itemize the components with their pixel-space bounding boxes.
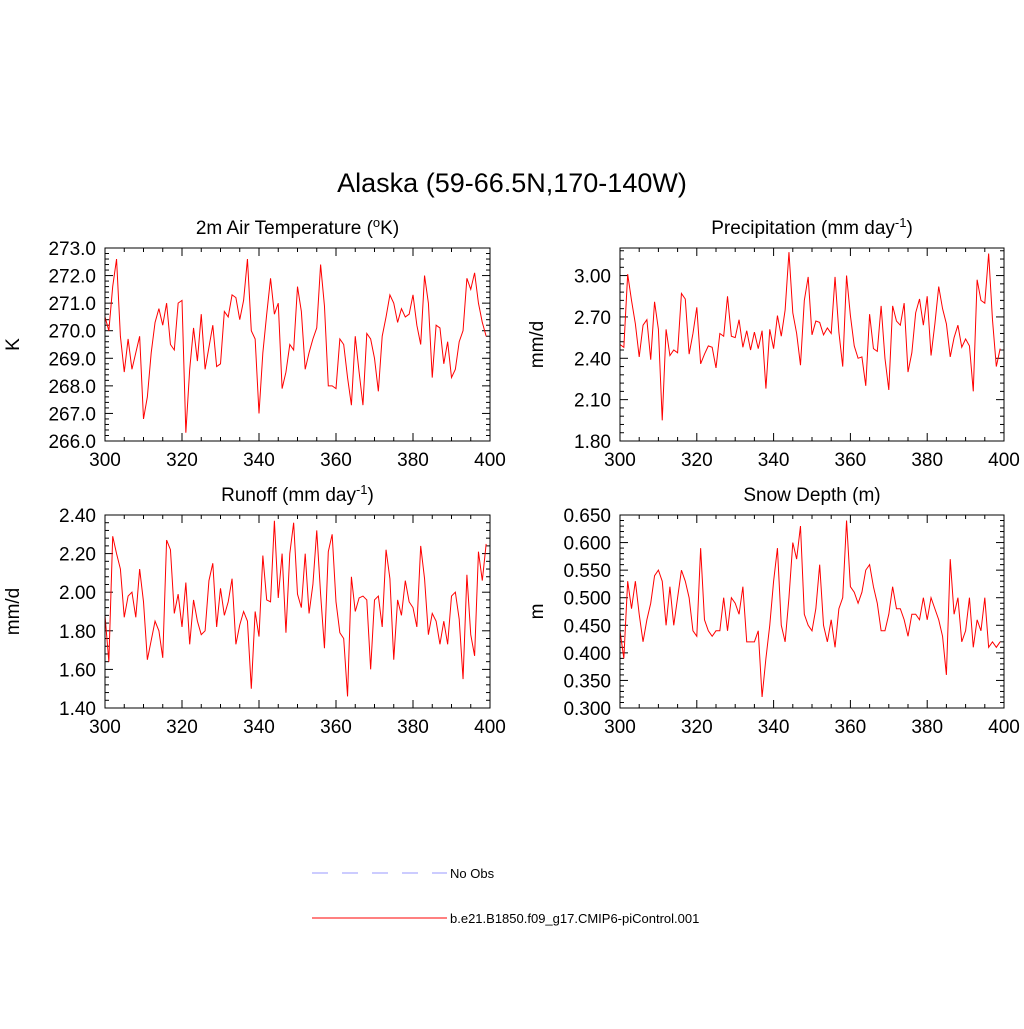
panel-4: Snow Depth (m) m 300 320 340 360 380 400 0.300 0.… — [527, 485, 1020, 738]
legend-label: b.e21.B1850.f09_g17.CMIP6-piControl.001 — [450, 911, 699, 926]
legend-item: No Obs — [312, 866, 495, 881]
y-tick-label: 1.80 — [574, 432, 611, 453]
x-tick-label: 340 — [758, 450, 790, 471]
y-tick-label: 3.00 — [574, 267, 611, 288]
y-tick-label: 273.0 — [48, 239, 96, 260]
plot-frame — [619, 247, 1005, 442]
x-tick-label: 340 — [243, 717, 275, 738]
x-tick-label: 320 — [681, 717, 713, 738]
y-tick-label: 268.0 — [48, 377, 96, 398]
x-tick-label: 320 — [166, 450, 198, 471]
legend: No Obs b.e21.B1850.f09_g17.CMIP6-piContro… — [312, 866, 699, 926]
legend-item: b.e21.B1850.f09_g17.CMIP6-piControl.001 — [312, 911, 699, 926]
x-tick-label: 400 — [988, 450, 1020, 471]
y-axis-label: mm/d — [3, 588, 24, 636]
panels: 2m Air Temperature (oK) K 300 320 340 360 380 4… — [3, 215, 1020, 738]
panel-1: 2m Air Temperature (oK) K 300 320 340 360 380 4… — [3, 215, 506, 471]
x-tick-label: 340 — [758, 717, 790, 738]
panel-title-suffix: ) — [368, 485, 374, 506]
x-tick-label: 400 — [474, 450, 506, 471]
panel-title-main: Runoff (mm day — [221, 485, 356, 506]
y-tick-label: 1.40 — [59, 699, 96, 720]
panel-title-superscript: -1 — [895, 215, 907, 230]
panel-2: Precipitation (mm day-1) mm/d 300 320 340 360… — [527, 215, 1020, 471]
y-tick-label: 267.0 — [48, 404, 96, 425]
y-tick-label: 1.80 — [59, 622, 96, 643]
panel-title-suffix: ) — [906, 218, 912, 239]
y-tick-label: 2.70 — [574, 308, 611, 329]
y-tick-label: 2.10 — [574, 391, 611, 412]
x-tick-label: 320 — [166, 717, 198, 738]
panel-title: Precipitation (mm day-1) — [711, 215, 913, 239]
x-tick-label: 400 — [474, 717, 506, 738]
panel-title-main: 2m Air Temperature ( — [196, 218, 374, 239]
y-tick-label: 0.400 — [563, 644, 611, 665]
y-tick-label: 0.550 — [563, 561, 611, 582]
y-tick-label: 2.00 — [59, 583, 96, 604]
x-tick-label: 300 — [89, 717, 121, 738]
x-tick-label: 300 — [604, 450, 636, 471]
series-line — [104, 258, 487, 433]
y-tick-label: 2.40 — [59, 506, 96, 527]
x-tick-label: 380 — [911, 450, 943, 471]
plot-frame — [619, 514, 1005, 709]
figure-title: Alaska (59-66.5N,170-140W) — [337, 168, 687, 198]
panel-3: Runoff (mm day-1) mm/d 300 320 340 360 380 400 1… — [3, 482, 506, 738]
series-line — [619, 520, 1001, 698]
x-tick-label: 380 — [911, 717, 943, 738]
y-tick-label: 2.40 — [574, 349, 611, 370]
x-tick-label: 320 — [681, 450, 713, 471]
panel-title-superscript: o — [373, 215, 380, 230]
y-tick-label: 269.0 — [48, 349, 96, 370]
y-tick-label: 270.0 — [48, 322, 96, 343]
x-tick-label: 300 — [604, 717, 636, 738]
y-tick-label: 266.0 — [48, 432, 96, 453]
x-tick-label: 300 — [89, 450, 121, 471]
legend-label: No Obs — [450, 866, 495, 881]
y-tick-label: 2.20 — [59, 545, 96, 566]
plot-frame — [104, 247, 491, 442]
y-axis-label: K — [3, 338, 24, 351]
series-line — [619, 252, 1001, 421]
y-tick-label: 1.60 — [59, 660, 96, 681]
panel-title-superscript: -1 — [356, 482, 368, 497]
x-tick-label: 400 — [988, 717, 1020, 738]
x-tick-label: 360 — [320, 717, 352, 738]
x-tick-label: 360 — [835, 717, 867, 738]
panel-title-suffix: K) — [380, 218, 399, 239]
series-line — [104, 520, 487, 697]
y-tick-label: 0.500 — [563, 589, 611, 610]
panel-title: Snow Depth (m) — [743, 485, 880, 506]
y-tick-label: 0.300 — [563, 699, 611, 720]
y-axis-label: mm/d — [527, 321, 548, 369]
y-tick-label: 272.0 — [48, 267, 96, 288]
y-tick-label: 0.450 — [563, 616, 611, 637]
y-tick-label: 0.650 — [563, 506, 611, 527]
panel-title: Runoff (mm day-1) — [221, 482, 374, 506]
x-tick-label: 340 — [243, 450, 275, 471]
y-tick-label: 271.0 — [48, 294, 96, 315]
y-tick-label: 0.600 — [563, 534, 611, 555]
plot-frame — [104, 514, 491, 709]
x-tick-label: 360 — [320, 450, 352, 471]
panel-title: 2m Air Temperature (oK) — [196, 215, 399, 239]
panel-title-main: Precipitation (mm day — [711, 218, 895, 239]
y-axis-label: m — [527, 604, 548, 620]
x-tick-label: 360 — [835, 450, 867, 471]
y-tick-label: 0.350 — [563, 671, 611, 692]
x-tick-label: 380 — [397, 450, 429, 471]
x-tick-label: 380 — [397, 717, 429, 738]
panel-title-main: Snow Depth (m) — [743, 485, 880, 506]
